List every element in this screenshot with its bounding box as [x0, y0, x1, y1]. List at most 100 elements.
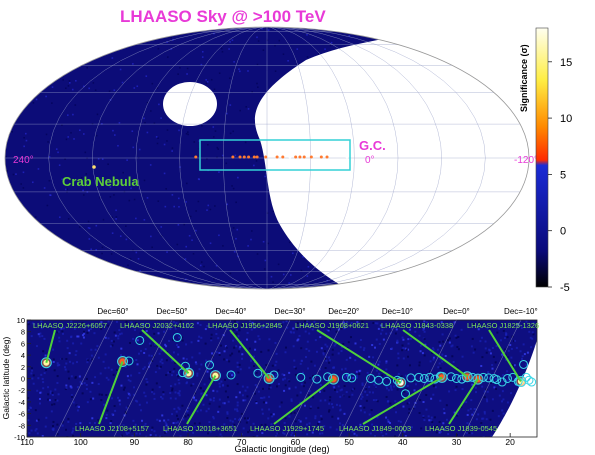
- declination-label: Dec=20°: [328, 307, 359, 316]
- catalog-circles: [40, 333, 537, 399]
- catalog-circle: [478, 372, 488, 382]
- colorbar: 15 10 5 0 -5 Significance (σ): [519, 27, 572, 294]
- plane-unobserved-region: [492, 340, 537, 437]
- colorbar-tick-label: 10: [560, 113, 572, 125]
- sky-hotspot: [242, 155, 246, 159]
- sky-hotspot: [298, 155, 302, 159]
- leader-line: [316, 329, 402, 384]
- sky-hotspot: [281, 155, 285, 159]
- sky-hotspot: [325, 155, 329, 159]
- source-label: LHAASO J1929+1745: [250, 424, 324, 433]
- source-circle: [515, 375, 527, 387]
- lon-tick-240: 240°: [13, 155, 34, 166]
- leader-line: [402, 329, 468, 378]
- x-axis: 110 100 90 80 70 60 50 40 30 20: [20, 433, 515, 447]
- catalog-circle: [392, 375, 402, 385]
- x-tick-label: 20: [505, 437, 515, 447]
- leader-line: [98, 361, 124, 425]
- catalog-circle: [414, 372, 424, 382]
- y-tick-label: -6: [18, 410, 25, 419]
- y-tick-label: 2: [21, 363, 25, 372]
- catalog-circle: [124, 356, 134, 366]
- source-label: LHAASO J2108+5157: [75, 424, 149, 433]
- lon-tick-minus120: -120°: [514, 155, 538, 166]
- sky-hotspot: [247, 155, 251, 159]
- source-label: LHAASO J1825-1326: [467, 321, 539, 330]
- source-label: LHAASO J2018+3651: [163, 424, 237, 433]
- sky-hotspot: [275, 155, 279, 159]
- leader-line: [448, 378, 479, 425]
- catalog-circle: [502, 374, 512, 383]
- catalog-circle: [172, 333, 182, 343]
- unobserved-region-north: [163, 82, 217, 126]
- sky-outline: [4, 26, 530, 290]
- y-tick-label: -10: [14, 433, 25, 442]
- colorbar-tick-label: 15: [560, 57, 572, 69]
- catalog-circle: [419, 374, 429, 383]
- source-label: LHAASO J2226+6057: [33, 321, 107, 330]
- catalog-circle: [457, 374, 467, 384]
- source-label: LHAASO J1908+0621: [295, 321, 369, 330]
- plane-plot: LHAASO J2226+6057 LHAASO J2032+4102 LHAASO…: [1, 307, 539, 454]
- declination-label: Dec=60°: [97, 307, 128, 316]
- source-label: LHAASO J1956+2845: [208, 321, 282, 330]
- x-tick-label: 70: [237, 437, 247, 447]
- sky-hotspot: [309, 155, 313, 159]
- source-label: LHAASO J1839-0545: [425, 424, 497, 433]
- leader-line: [45, 329, 56, 363]
- catalog-circle: [519, 359, 529, 369]
- sky-hotspot: [264, 155, 268, 159]
- catalog-circle: [323, 372, 333, 382]
- y-tick-label: 10: [17, 316, 25, 325]
- declination-label: Dec=0°: [443, 307, 470, 316]
- colorbar-tick-label: 5: [560, 169, 566, 181]
- catalog-circle: [468, 372, 478, 382]
- declination-label: Dec=10°: [382, 307, 413, 316]
- sky-hotspot: [231, 155, 235, 159]
- galactic-center-label: G.C.: [359, 138, 386, 153]
- leader-lines: [45, 329, 522, 425]
- y-tick-label: -4: [18, 398, 25, 407]
- colorbar-gradient: [535, 27, 549, 288]
- catalog-circle: [492, 375, 502, 385]
- source-circle: [40, 357, 52, 369]
- colorbar-ticks: 15 10 5 0 -5: [548, 57, 572, 294]
- catalog-circle: [135, 335, 145, 345]
- colorbar-tick-label: 0: [560, 226, 566, 238]
- catalog-circle: [253, 368, 263, 378]
- x-tick-label: 110: [20, 437, 34, 447]
- x-tick-label: 50: [344, 437, 354, 447]
- source-circle: [395, 377, 407, 389]
- leader-line: [362, 376, 443, 425]
- sky-hotspot: [238, 155, 242, 159]
- declination-label: Dec=-10°: [504, 307, 538, 316]
- sky-grid: [5, 27, 529, 289]
- lon-tick-0: 0°: [365, 155, 375, 166]
- galactic-plane-box: [199, 139, 351, 171]
- source-circle: [436, 371, 448, 383]
- leader-line: [186, 375, 217, 425]
- sky-hotspot: [288, 155, 292, 159]
- y-tick-label: 6: [21, 339, 25, 348]
- sky-hotspot: [345, 155, 349, 159]
- source-circle: [209, 370, 221, 382]
- catalog-circle: [312, 374, 322, 384]
- y-axis: 10 8 6 4 2 0 -2 -4 -6 -8 -10: [14, 316, 31, 442]
- catalog-circle: [205, 360, 215, 370]
- leader-line: [488, 329, 522, 382]
- source-label: LHAASO J1849-0003: [339, 424, 411, 433]
- catalog-circle: [400, 389, 410, 399]
- catalog-circle: [296, 372, 306, 382]
- leader-line: [273, 378, 335, 425]
- y-tick-label: 8: [21, 328, 25, 337]
- sky-hotspot: [255, 155, 259, 159]
- sky-hotspot: [302, 155, 306, 159]
- catalog-circle: [527, 377, 537, 387]
- catalog-circle: [382, 376, 392, 386]
- x-axis-label: Galactic longitude (deg): [234, 444, 329, 454]
- y-tick-label: -2: [18, 386, 25, 395]
- leader-line: [141, 329, 190, 374]
- declination-label: Dec=40°: [216, 307, 247, 316]
- x-tick-label: 80: [183, 437, 193, 447]
